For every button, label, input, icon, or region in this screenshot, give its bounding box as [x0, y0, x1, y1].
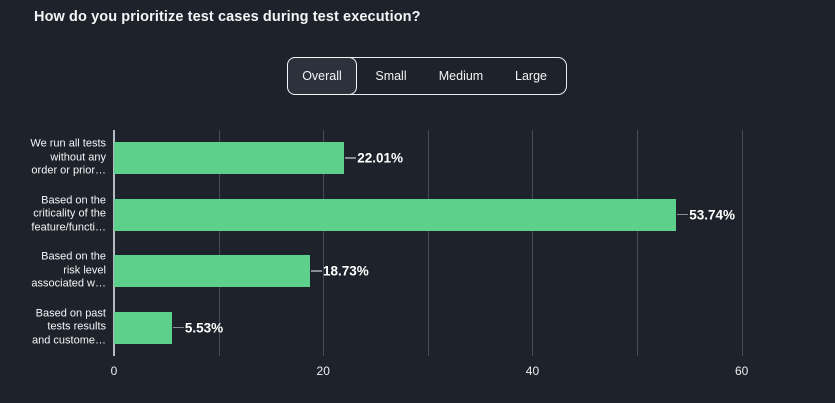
- x-tick-label: 60: [735, 364, 749, 378]
- category-label-line: Based on the: [41, 250, 106, 263]
- value-label: 5.53%: [184, 320, 224, 336]
- gridline-60: [741, 130, 743, 356]
- bar[interactable]: [114, 142, 345, 175]
- leader-line: [677, 213, 689, 216]
- bar-row: We run all tests without any order or prio…: [30, 130, 794, 187]
- gridline-20: [323, 130, 325, 356]
- category-label-line: criticality of the: [33, 207, 106, 220]
- x-tick-label: 40: [525, 364, 540, 378]
- bar-row: Based on the risk level associated w… 18.73…: [31, 243, 794, 300]
- bar-chart-plot: 0 20 40 60 We run all tests without any order …: [30, 130, 794, 378]
- tab-large[interactable]: Large: [515, 69, 547, 83]
- category-label: Based on the criticality of the feature/fu…: [0, 194, 106, 235]
- category-label-line: associated w…: [31, 278, 106, 291]
- value-label: 22.01%: [357, 150, 404, 166]
- value-label: 53.74%: [689, 207, 735, 223]
- tab-small[interactable]: Small: [375, 69, 407, 83]
- tab-overall[interactable]: Overall: [287, 57, 357, 95]
- category-label-line: feature/functi…: [31, 221, 106, 234]
- category-label: We run all tests without any order or prio…: [0, 138, 106, 179]
- gridline-30: [427, 130, 429, 356]
- category-label: Based on the risk level associated w…: [0, 251, 106, 292]
- leader-line: [310, 270, 322, 272]
- leader-line: [345, 157, 357, 159]
- bar-row: Based on the criticality of the feature/fu…: [31, 187, 794, 244]
- x-tick-label: 20: [316, 364, 330, 378]
- category-label-line: Based on the: [41, 194, 106, 207]
- value-label: 18.73%: [322, 263, 369, 279]
- category-label-line: and custome…: [32, 334, 106, 347]
- category-label-line: We run all tests: [30, 137, 106, 150]
- category-label-line: Based on past: [35, 307, 106, 320]
- category-label-line: order or prior…: [31, 165, 106, 178]
- x-tick-label: 0: [110, 364, 118, 378]
- gridline-40: [532, 130, 534, 356]
- category-label: Based on past tests results and custome…: [0, 307, 106, 348]
- gridline-10: [218, 130, 220, 356]
- bar-row: Based on past tests results and custome… 5.…: [32, 300, 794, 357]
- bar[interactable]: [114, 198, 677, 231]
- y-axis-line: [113, 130, 115, 356]
- bar[interactable]: [114, 255, 310, 288]
- tab-medium[interactable]: Medium: [438, 69, 484, 83]
- category-label-line: without any: [50, 151, 106, 164]
- gridline-50: [637, 130, 639, 356]
- bar[interactable]: [114, 311, 172, 344]
- category-label-line: risk level: [63, 264, 106, 277]
- size-filter-tab-group: Overall Small Medium Large: [287, 57, 567, 95]
- chart-title: How do you prioritize test cases during …: [34, 9, 421, 25]
- category-label-line: tests results: [47, 320, 106, 333]
- leader-line: [172, 326, 184, 329]
